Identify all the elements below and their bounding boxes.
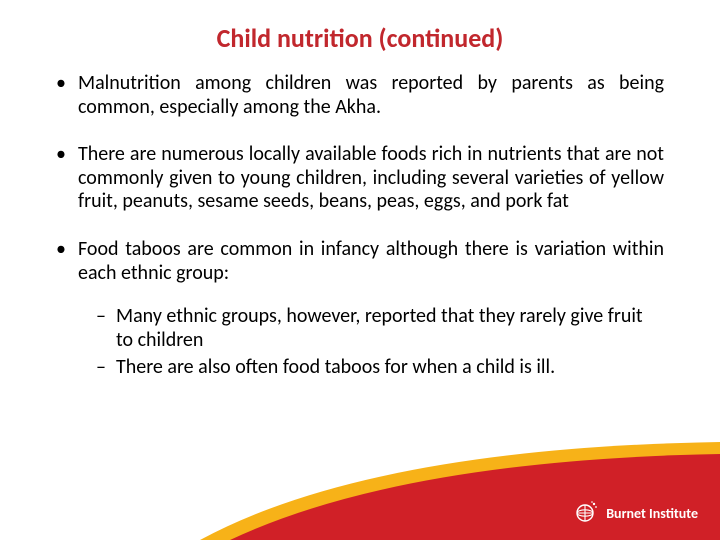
bullet-text: Food taboos are common in infancy althou… — [78, 237, 664, 285]
sub-bullet-item: Many ethnic groups, however, reported th… — [96, 305, 664, 352]
bullet-text: Malnutrition among children was reported… — [78, 71, 664, 119]
footer-logo: Burnet Institute — [572, 500, 698, 526]
sub-bullet-item: There are also often food taboos for whe… — [96, 356, 664, 380]
sub-bullet-list: Many ethnic groups, however, reported th… — [96, 305, 664, 380]
bullet-item: Malnutrition among children was reported… — [56, 72, 664, 119]
slide-title: Child nutrition (continued) — [56, 22, 664, 54]
logo-label: Burnet Institute — [606, 505, 698, 522]
slide: Child nutrition (continued) Malnutrition… — [0, 0, 720, 540]
bullet-text: There are numerous locally available foo… — [78, 142, 664, 213]
bullet-list: Malnutrition among children was reported… — [56, 72, 664, 380]
sub-bullet-text: There are also often food taboos for whe… — [116, 355, 555, 379]
globe-spark-icon — [572, 500, 598, 526]
bullet-item: Food taboos are common in infancy althou… — [56, 238, 664, 380]
sub-bullet-text: Many ethnic groups, however, reported th… — [116, 304, 643, 352]
bullet-item: There are numerous locally available foo… — [56, 143, 664, 214]
